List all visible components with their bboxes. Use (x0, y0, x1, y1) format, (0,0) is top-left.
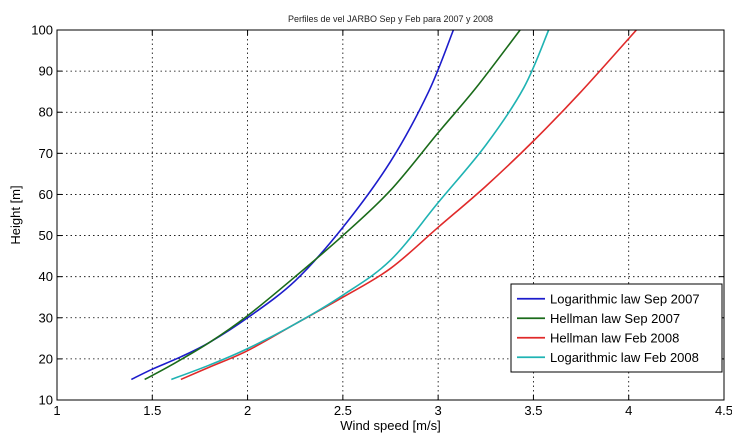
series-lines (130, 29, 637, 381)
series-line-1 (130, 29, 455, 381)
x-tick-label: 1.5 (143, 403, 161, 418)
tick-marks (56, 29, 725, 401)
legend: Logarithmic law Sep 2007 Hellman law Sep … (510, 283, 723, 373)
y-tick-label: 70 (39, 146, 53, 161)
chart-title: Perfiles de vel JARBO Sep y Feb para 200… (288, 14, 493, 24)
plot-frame (56, 29, 725, 401)
x-tick-labels: 1 1.5 2 2.5 3 3.5 4 4.5 (53, 403, 732, 418)
x-axis-label: Wind speed [m/s] (340, 418, 440, 433)
x-tick-label: 2.5 (334, 403, 352, 418)
y-tick-label: 60 (39, 187, 53, 202)
x-tick-label: 2 (244, 403, 251, 418)
y-tick-label: 100 (31, 23, 53, 38)
x-tick-label: 3 (435, 403, 442, 418)
x-tick-label: 3.5 (524, 403, 542, 418)
x-tick-label: 4 (625, 403, 632, 418)
series-line-3 (180, 29, 637, 381)
grid (57, 30, 724, 400)
legend-items: Logarithmic law Sep 2007 Hellman law Sep … (517, 291, 700, 365)
legend-label: Hellman law Sep 2007 (550, 311, 680, 326)
x-tick-label: 1 (53, 403, 60, 418)
y-tick-label: 80 (39, 105, 53, 120)
y-tick-label: 90 (39, 64, 53, 79)
y-tick-label: 20 (39, 351, 53, 366)
y-tick-label: 50 (39, 228, 53, 243)
legend-label: Logarithmic law Sep 2007 (550, 291, 700, 306)
series-line-4 (171, 29, 550, 381)
legend-label: Hellman law Feb 2008 (550, 330, 679, 345)
y-tick-label: 40 (39, 269, 53, 284)
y-tick-label: 10 (39, 393, 53, 408)
legend-label: Logarithmic law Feb 2008 (550, 350, 699, 365)
y-tick-labels: 10 20 30 40 50 60 70 80 90 100 (31, 23, 53, 408)
y-tick-label: 30 (39, 310, 53, 325)
legend-box (510, 283, 723, 373)
x-tick-label: 4.5 (715, 403, 732, 418)
series-line-2 (144, 29, 521, 381)
y-axis-label: Height [m] (8, 185, 23, 244)
